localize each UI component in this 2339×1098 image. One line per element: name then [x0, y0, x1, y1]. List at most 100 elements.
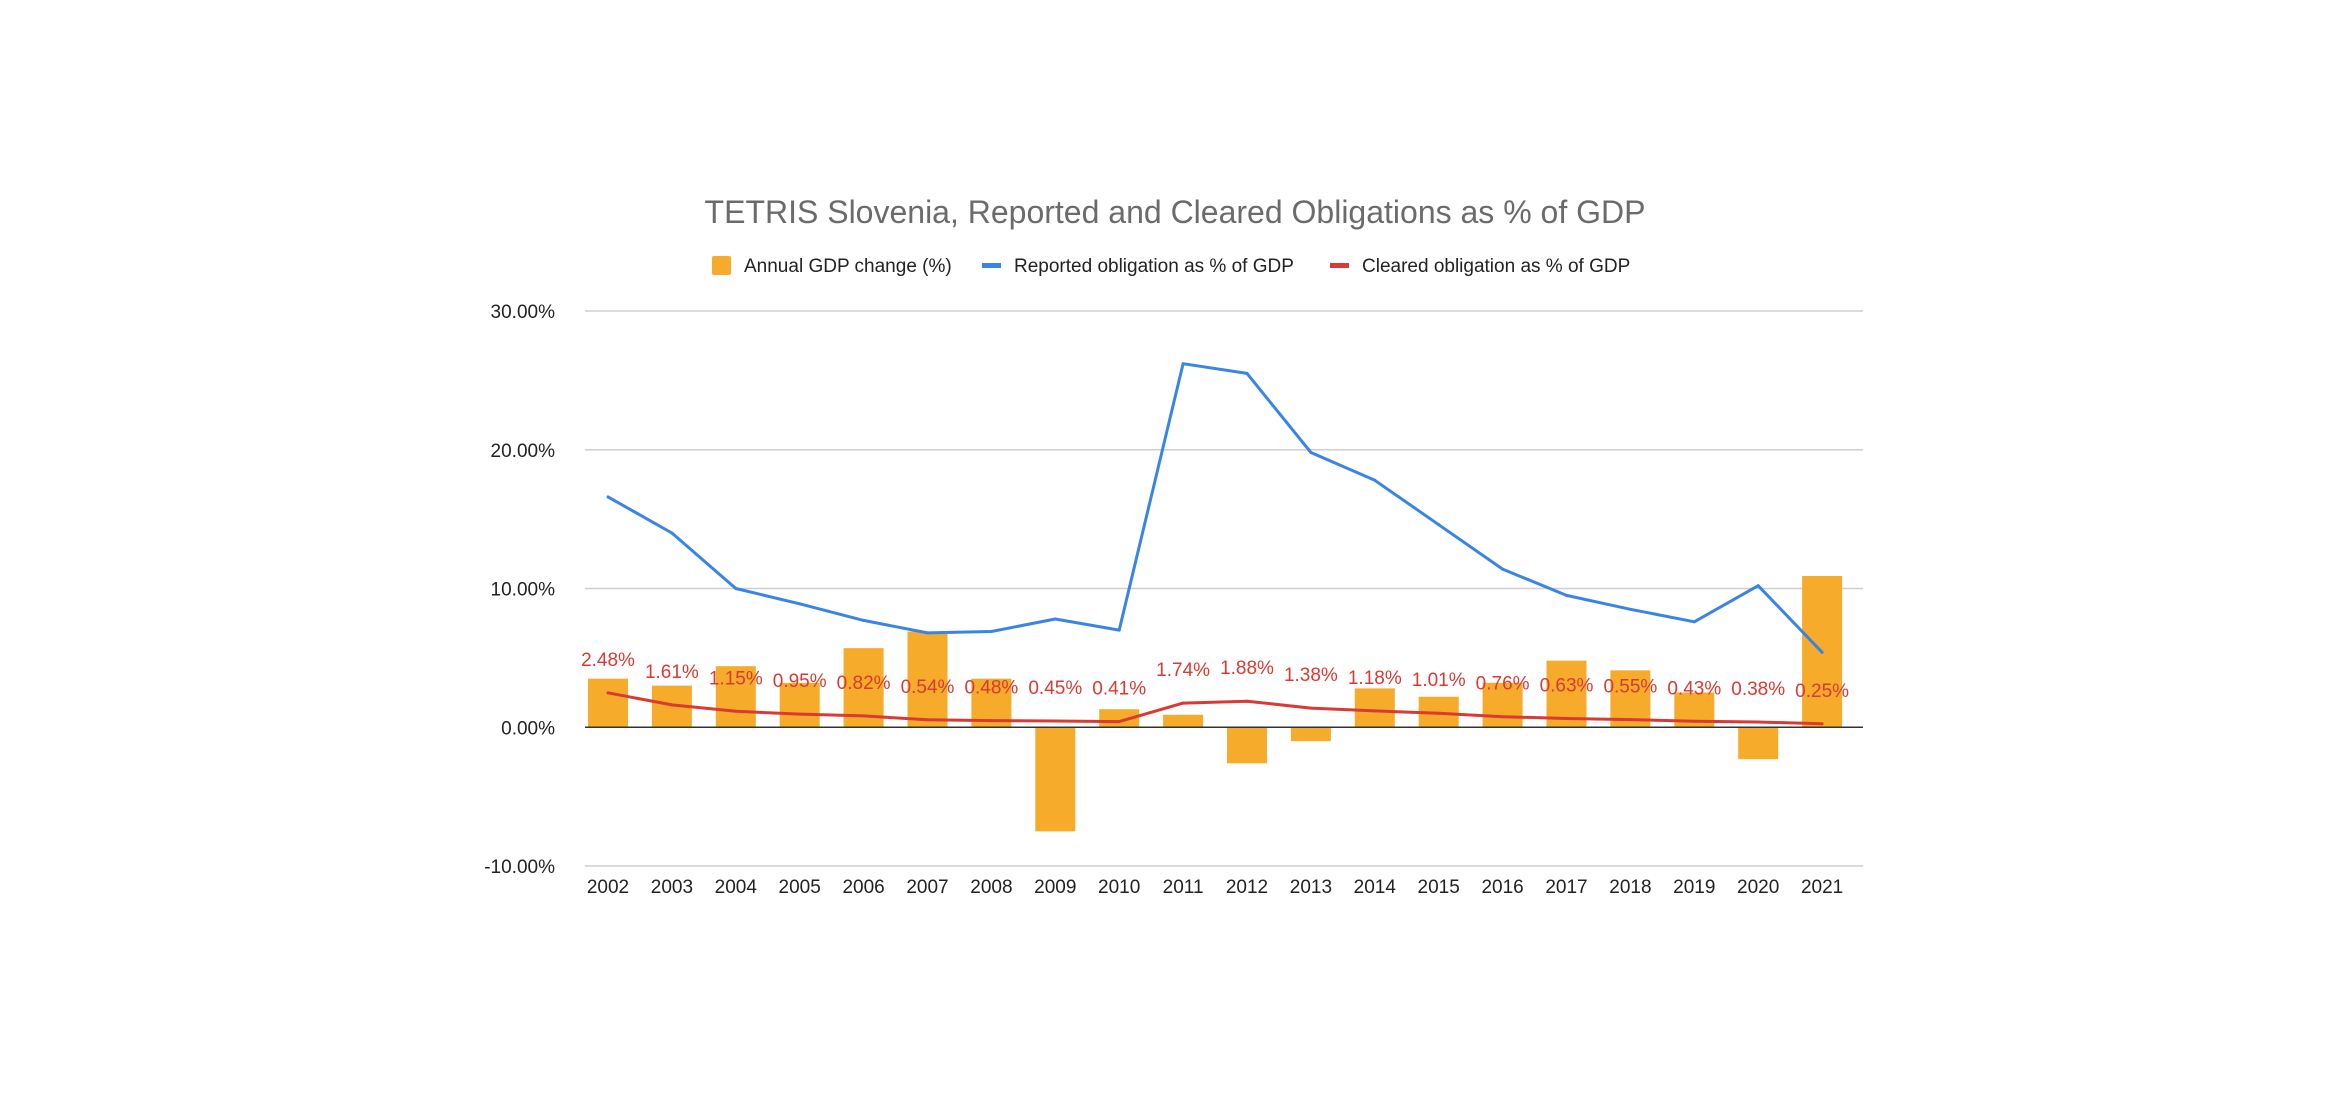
gdp-bar — [1738, 727, 1779, 760]
cleared-data-label: 1.18% — [1348, 668, 1402, 689]
gdp-bar — [1035, 727, 1076, 832]
gdp-bar — [588, 678, 628, 728]
x-tick-label: 2019 — [1673, 877, 1715, 898]
reported-point — [1053, 617, 1057, 621]
reported-point — [1373, 478, 1377, 482]
gdp-bar — [1482, 682, 1523, 728]
x-tick-label: 2018 — [1609, 877, 1651, 898]
legend-swatch-line — [982, 263, 1001, 268]
x-tick-label: 2013 — [1290, 877, 1332, 898]
reported-point — [1309, 451, 1313, 455]
x-tick-label: 2017 — [1545, 877, 1587, 898]
reported-point — [1501, 567, 1505, 571]
gdp-bar — [779, 682, 820, 728]
cleared-point — [1565, 717, 1568, 721]
cleared-data-label: 1.01% — [1412, 670, 1466, 691]
reported-point — [670, 531, 674, 535]
y-tick-label: 0.00% — [501, 718, 555, 739]
reported-point — [862, 618, 866, 622]
cleared-point — [989, 719, 993, 723]
cleared-point — [1309, 706, 1313, 710]
cleared-point — [1245, 699, 1249, 703]
legend-item-cleared: Cleared obligation as % of GDP — [1362, 256, 1630, 277]
gdp-bar — [715, 666, 756, 728]
cleared-point — [1820, 722, 1824, 726]
x-axis-tick-labels: 2002 2003 2004 2005 2006 2007 2008 2009 2010 2011… — [587, 877, 1843, 898]
cleared-point — [862, 714, 866, 718]
line-series — [606, 362, 1824, 726]
reported-point — [989, 630, 993, 634]
reported-point — [926, 631, 929, 635]
reported-point — [1692, 620, 1696, 624]
y-tick-label: 20.00% — [491, 441, 556, 462]
x-tick-label: 2016 — [1481, 877, 1523, 898]
cleared-point — [1756, 720, 1760, 724]
cleared-point — [606, 691, 610, 695]
cleared-point — [1053, 719, 1057, 723]
reported-point — [1820, 650, 1824, 654]
cleared-data-label: 1.15% — [709, 668, 763, 689]
gdp-bar — [1290, 727, 1331, 742]
chart-title: TETRIS Slovenia, Reported and Cleared Ob… — [705, 194, 1646, 230]
legend-swatch-bar — [712, 256, 731, 275]
x-tick-label: 2010 — [1098, 877, 1140, 898]
gdp-bar — [907, 631, 948, 728]
gdp-bar — [1354, 688, 1395, 728]
cleared-obligation-line — [607, 691, 1823, 726]
cleared-data-label: 2.48% — [581, 650, 635, 671]
reported-point — [1437, 523, 1441, 527]
x-tick-label: 2002 — [587, 877, 629, 898]
y-tick-label: -10.00% — [484, 857, 555, 878]
legend-item-reported: Reported obligation as % of GDP — [1014, 256, 1294, 277]
gdp-bar — [1163, 714, 1204, 728]
y-tick-label: 30.00% — [491, 302, 556, 323]
cleared-data-label: 0.95% — [773, 671, 827, 692]
cleared-point — [1628, 718, 1632, 722]
cleared-point — [1117, 720, 1121, 724]
cleared-point — [1437, 711, 1441, 715]
x-tick-label: 2021 — [1801, 877, 1843, 898]
x-tick-label: 2004 — [715, 877, 758, 898]
cleared-data-label: 0.76% — [1476, 674, 1530, 695]
chart-legend: Annual GDP change (%) Reported obligation… — [712, 256, 1630, 277]
x-tick-label: 2009 — [1034, 877, 1076, 898]
gdp-bar — [1546, 660, 1587, 728]
cleared-point — [1501, 715, 1505, 719]
x-tick-label: 2007 — [906, 877, 948, 898]
cleared-data-label: 1.61% — [645, 662, 699, 683]
cleared-data-label: 1.38% — [1284, 665, 1338, 686]
cleared-data-label: 0.45% — [1028, 678, 1082, 699]
cleared-data-label: 0.63% — [1540, 676, 1594, 697]
reported-point — [1565, 593, 1568, 597]
reported-point — [1181, 362, 1185, 366]
gridlines — [585, 310, 1863, 867]
cleared-data-label: 0.54% — [901, 677, 955, 698]
reported-point — [734, 587, 738, 590]
cleared-data-label: 0.48% — [964, 678, 1018, 699]
gdp-bar — [1227, 727, 1267, 764]
cleared-point — [1692, 719, 1696, 723]
cleared-data-label: 0.41% — [1092, 679, 1146, 700]
cleared-data-label: 0.38% — [1731, 679, 1785, 700]
cleared-point — [1181, 701, 1185, 705]
cleared-point — [734, 709, 738, 713]
x-tick-label: 2020 — [1737, 877, 1779, 898]
y-axis-tick-labels: 30.00% 20.00% 10.00% 0.00% -10.00% — [484, 302, 555, 878]
reported-point — [1245, 371, 1249, 375]
cleared-data-label: 0.25% — [1795, 681, 1849, 702]
reported-point — [1756, 584, 1760, 588]
gdp-bar — [1610, 670, 1651, 728]
x-tick-label: 2011 — [1163, 877, 1204, 898]
data-labels: 2.48% 1.61% 1.15% 0.95% 0.82% 0.54% 0.48% 0.45%… — [581, 650, 1849, 702]
reported-obligation-line — [607, 362, 1824, 654]
cleared-data-label: 0.82% — [837, 673, 891, 694]
reported-point — [1117, 628, 1121, 632]
cleared-point — [798, 712, 802, 716]
x-tick-label: 2014 — [1354, 877, 1397, 898]
x-tick-label: 2003 — [651, 877, 693, 898]
cleared-data-label: 0.43% — [1667, 678, 1721, 699]
reported-point — [798, 602, 802, 606]
x-tick-label: 2006 — [842, 877, 884, 898]
legend-item-gdp: Annual GDP change (%) — [744, 256, 952, 277]
x-tick-label: 2015 — [1418, 877, 1460, 898]
